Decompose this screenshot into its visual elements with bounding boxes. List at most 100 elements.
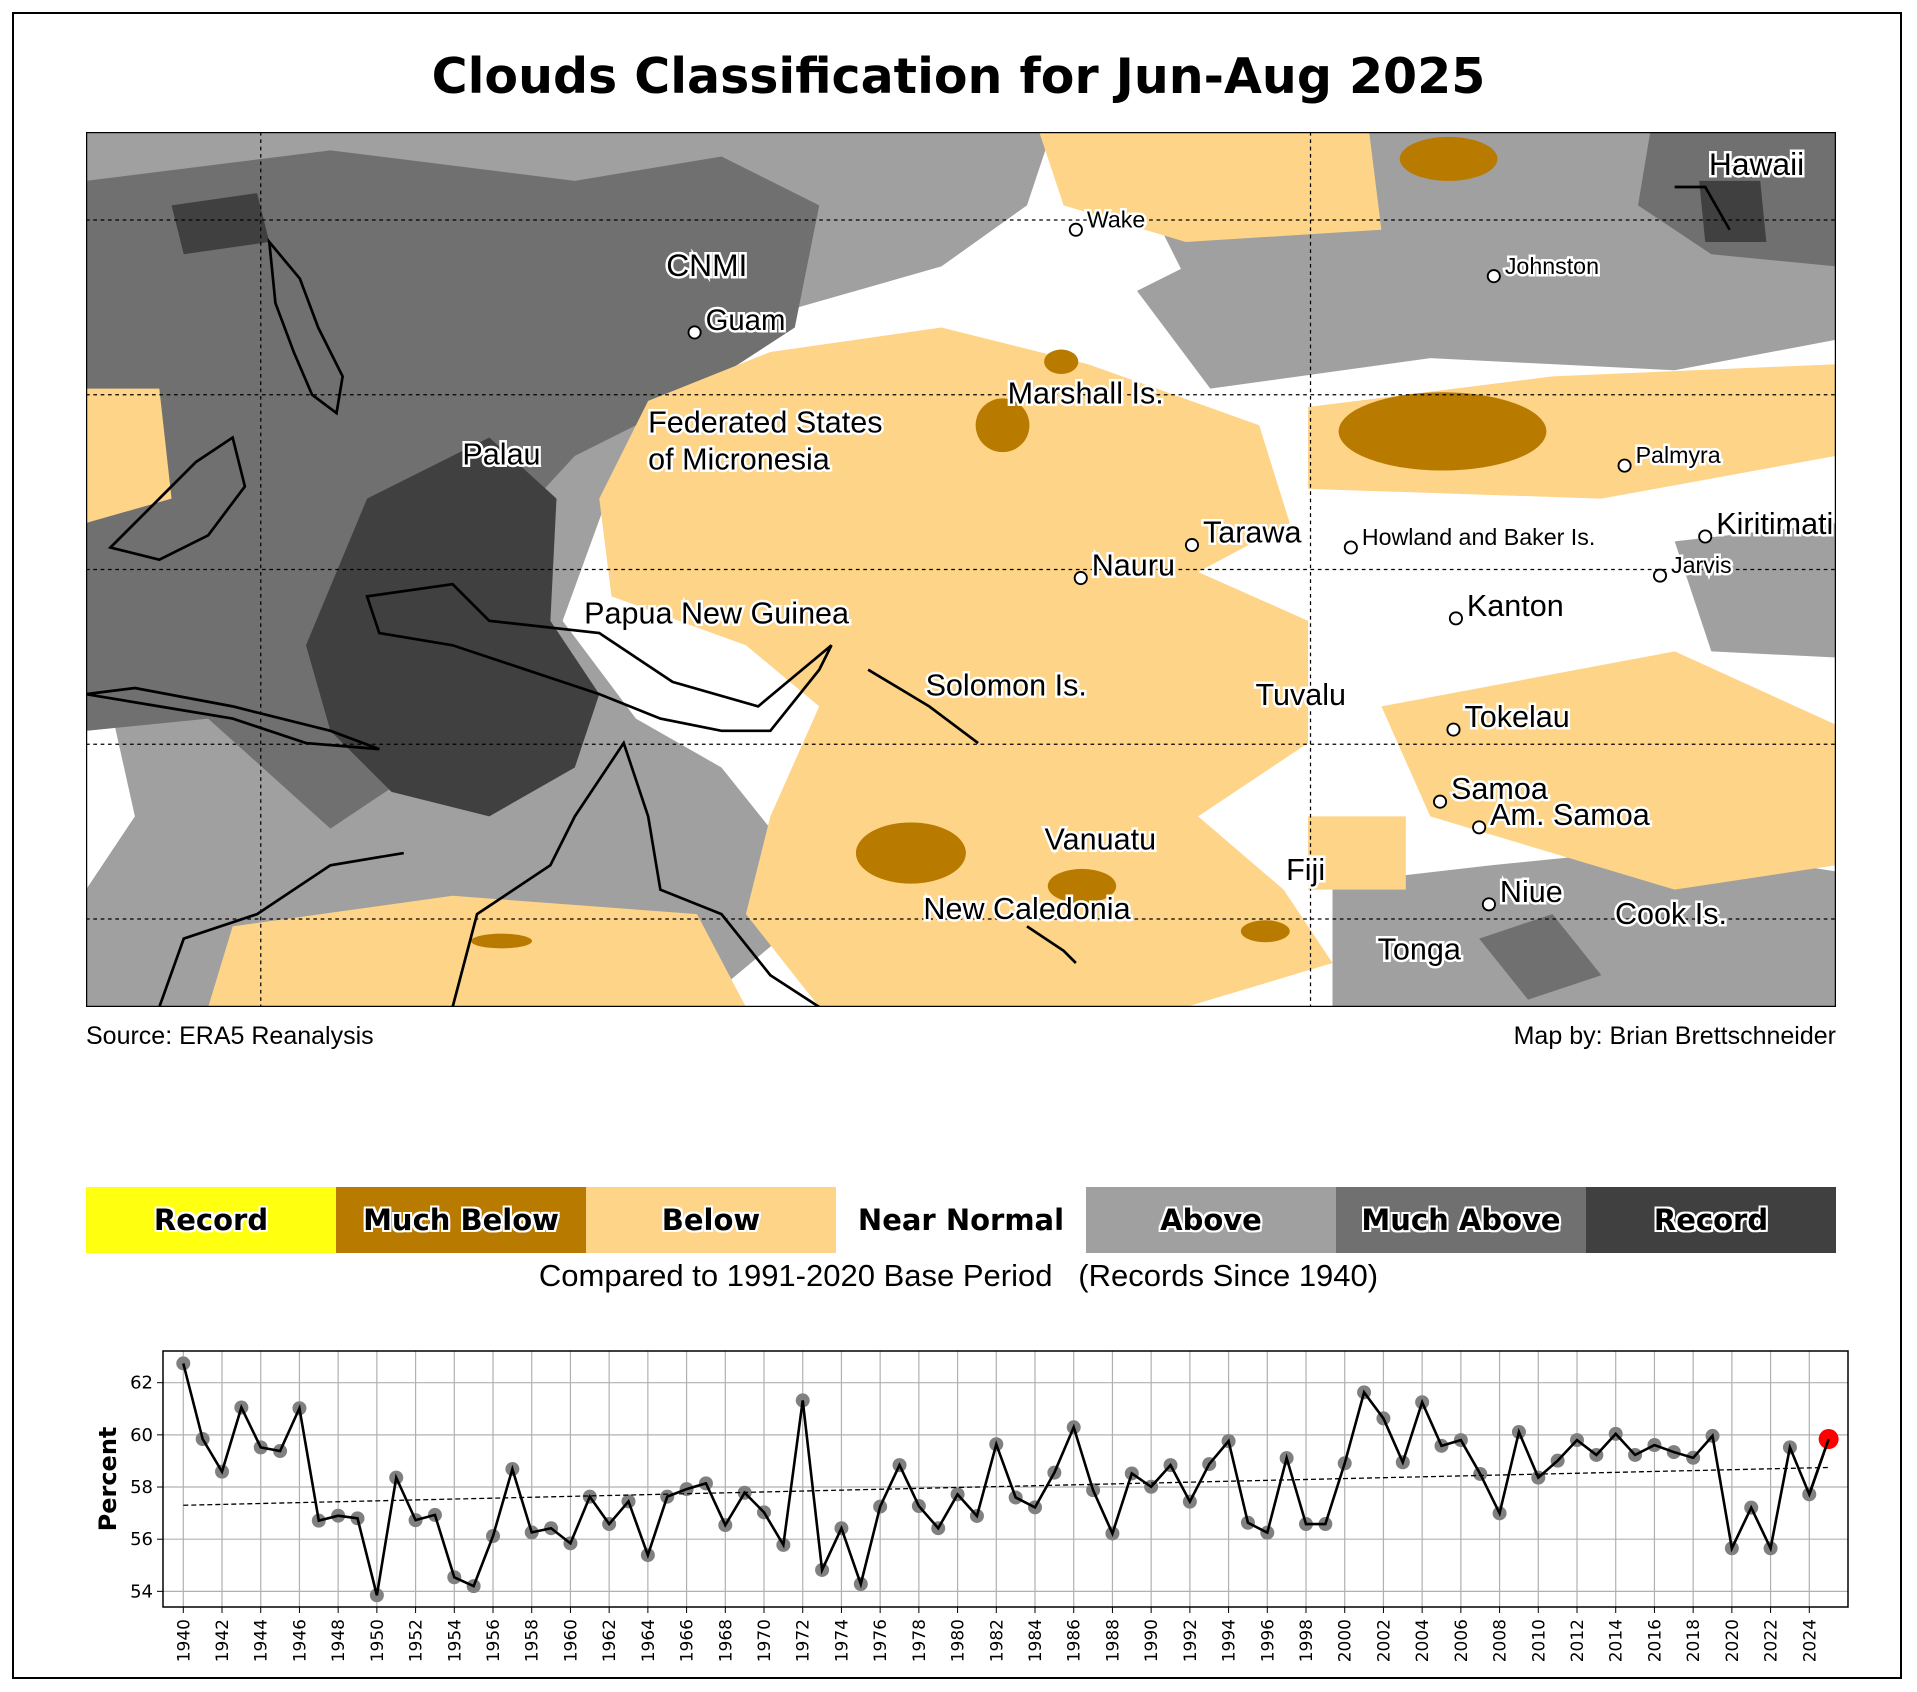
place-marker-icon xyxy=(1486,269,1501,284)
x-tick-label: 1998 xyxy=(1297,1619,1317,1662)
trend-line xyxy=(183,1466,1829,1506)
place-marker-icon xyxy=(1068,222,1083,237)
legend-item: Record xyxy=(86,1187,336,1253)
x-tick-label: 1960 xyxy=(561,1619,581,1662)
place-label: Tarawa xyxy=(1203,516,1301,550)
place-label: Papua New Guinea xyxy=(584,596,849,630)
x-tick-label: 1940 xyxy=(174,1619,194,1662)
x-tick-label: 1972 xyxy=(794,1619,814,1662)
place-label: Tokelau xyxy=(1464,700,1569,734)
x-tick-label: 2004 xyxy=(1413,1619,1433,1662)
place-label: Tonga xyxy=(1378,932,1461,966)
x-tick-label: 2024 xyxy=(1800,1619,1820,1662)
place-label: Am. Samoa xyxy=(1490,798,1650,832)
place-label: Nauru xyxy=(1092,549,1175,583)
x-tick-label: 1942 xyxy=(213,1619,233,1662)
place-label: Palau xyxy=(462,437,540,471)
page-title: Clouds Classification for Jun-Aug 2025 xyxy=(431,48,1486,105)
x-tick-label: 1974 xyxy=(832,1619,852,1662)
place-marker-icon xyxy=(1343,540,1358,555)
x-tick-label: 1978 xyxy=(910,1619,930,1662)
place-marker-icon xyxy=(687,325,702,340)
x-tick-label: 1944 xyxy=(252,1619,272,1662)
place-label: Tuvalu xyxy=(1255,678,1346,712)
place-label: Samoa xyxy=(1451,772,1548,806)
solomon-coast xyxy=(867,668,979,745)
x-tick-label: 2000 xyxy=(1336,1619,1356,1662)
place-labels: Hawaii CNMI Guam Wake Johnston Marshall Is. Fe… xyxy=(460,143,1836,968)
place-marker-icon xyxy=(1698,529,1713,544)
y-tick-label: 60 xyxy=(130,1425,153,1446)
x-tick-label: 1952 xyxy=(407,1619,427,1662)
x-tick-label: 1968 xyxy=(716,1619,736,1662)
series-line xyxy=(182,1363,1830,1596)
x-tick-label: 1966 xyxy=(678,1619,698,1662)
y-tick-label: 56 xyxy=(130,1529,153,1550)
place-marker-icon xyxy=(1472,820,1487,835)
place-label: Wake xyxy=(1087,206,1145,232)
legend-item: Record xyxy=(1586,1187,1836,1253)
x-tick-label: 2010 xyxy=(1529,1619,1549,1662)
series-line-final xyxy=(1808,1438,1830,1495)
chart-grid xyxy=(163,1351,1848,1607)
x-tick-label: 2022 xyxy=(1762,1619,1782,1662)
place-label: Palmyra xyxy=(1636,442,1721,468)
place-marker-icon xyxy=(1481,897,1496,912)
place-marker-icon xyxy=(1073,571,1088,586)
x-tick-label: 2002 xyxy=(1374,1619,1394,1662)
x-tick-label: 2014 xyxy=(1607,1619,1627,1662)
record-above-regions xyxy=(171,180,1767,817)
borneo-coast xyxy=(107,435,247,562)
australia-coast xyxy=(451,740,820,1007)
below-regions xyxy=(86,132,1836,1007)
place-label: Kiritimati xyxy=(1716,507,1833,541)
place-label: Vanuatu xyxy=(1045,822,1157,856)
legend-item: Much Below xyxy=(336,1187,586,1253)
hawaii-coast xyxy=(1674,185,1731,231)
place-label: Solomon Is. xyxy=(926,668,1087,702)
legend-item: Above xyxy=(1086,1187,1336,1253)
java-coast xyxy=(86,686,380,751)
x-tick-label: 2016 xyxy=(1645,1619,1665,1662)
place-marker-icon xyxy=(1184,538,1199,553)
place-label: Cook Is. xyxy=(1615,897,1727,931)
y-tick-label: 54 xyxy=(130,1581,153,1602)
y-tick-label: 62 xyxy=(130,1373,153,1394)
place-marker-icon xyxy=(1617,458,1632,473)
classification-map: Hawaii CNMI Guam Wake Johnston Marshall Is. Fe… xyxy=(86,132,1836,1007)
place-label: Jarvis xyxy=(1671,552,1732,578)
x-tick-label: 1962 xyxy=(600,1619,620,1662)
x-tick-label: 1992 xyxy=(1181,1619,1201,1662)
x-tick-label: 1986 xyxy=(1065,1619,1085,1662)
place-marker-icon xyxy=(1448,611,1463,626)
place-marker-icon xyxy=(1446,722,1461,737)
x-tick-label: 1954 xyxy=(445,1619,465,1662)
x-tick-label: 2012 xyxy=(1568,1619,1588,1662)
x-tick-label: 1990 xyxy=(1142,1619,1162,1662)
x-tick-label: 1948 xyxy=(329,1619,349,1662)
place-label: Howland and Baker Is. xyxy=(1362,524,1595,550)
place-label: Hawaii xyxy=(1709,146,1804,182)
x-tick-label: 1996 xyxy=(1258,1619,1278,1662)
y-tick-label: 58 xyxy=(130,1477,153,1498)
x-tick-label: 2008 xyxy=(1491,1619,1511,1662)
legend-item: Much Above xyxy=(1336,1187,1586,1253)
australia-northwest-coast xyxy=(158,851,404,1007)
place-label: Fiji xyxy=(1286,853,1325,887)
x-tick-label: 1958 xyxy=(523,1619,543,1662)
graticule xyxy=(86,132,1836,1007)
legend-caption: Compared to 1991-2020 Base Period (Recor… xyxy=(538,1258,1379,1293)
place-label: Federated States xyxy=(648,406,882,440)
place-marker-icon xyxy=(1433,794,1448,809)
x-tick-label: 1950 xyxy=(368,1619,388,1662)
x-tick-label: 1994 xyxy=(1220,1619,1240,1662)
x-tick-label: 2018 xyxy=(1684,1619,1704,1662)
legend-item: Below xyxy=(586,1187,836,1253)
x-tick-label: 1964 xyxy=(639,1619,659,1662)
place-marker-icon xyxy=(1652,568,1668,583)
chart-axes-frame xyxy=(162,1350,1849,1608)
x-tick-label: 2020 xyxy=(1723,1619,1743,1662)
source-text: Source: ERA5 Reanalysis xyxy=(86,1022,374,1050)
philippines-coast xyxy=(267,237,345,416)
